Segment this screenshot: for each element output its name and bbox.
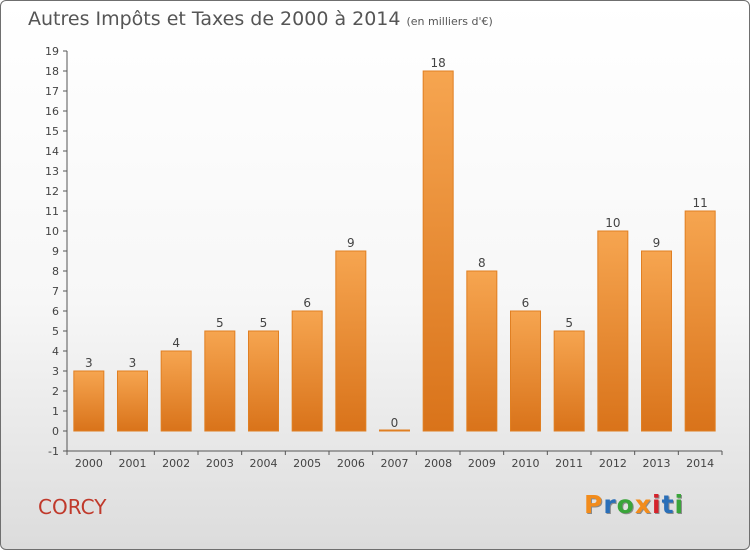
chart-unit: (en milliers d'€) bbox=[406, 15, 493, 28]
proxiti-logo[interactable]: Proxiti bbox=[584, 490, 684, 519]
data-label-2014: 11 bbox=[693, 196, 708, 210]
bar-2009 bbox=[466, 270, 498, 432]
x-tick-label: 2013 bbox=[643, 457, 671, 470]
x-tick-label: 2008 bbox=[424, 457, 452, 470]
bar-2005 bbox=[291, 310, 323, 432]
y-tick-label: 4 bbox=[52, 345, 59, 358]
bar-2001 bbox=[117, 370, 148, 432]
logo-letter: i bbox=[652, 490, 662, 519]
y-tick-label: 15 bbox=[45, 125, 59, 138]
logo-letter: P bbox=[584, 490, 604, 519]
commune-name: CORCY bbox=[38, 495, 107, 519]
x-tick-label: 2004 bbox=[250, 457, 278, 470]
y-tick-label: 2 bbox=[52, 385, 59, 398]
data-labels: 3 3 4 5 5 6 9 0 18 8 6 5 10 9 11 bbox=[85, 56, 708, 430]
x-tick-label: 2001 bbox=[119, 457, 147, 470]
data-label-2007: 0 bbox=[391, 416, 399, 430]
bar-2014 bbox=[684, 210, 716, 432]
y-tick-label: 8 bbox=[52, 265, 59, 278]
logo-letter: t bbox=[661, 490, 675, 519]
data-label-2009: 8 bbox=[478, 256, 486, 270]
bar-2012 bbox=[597, 230, 629, 432]
x-tick-label: 2003 bbox=[206, 457, 234, 470]
y-tick-label: 10 bbox=[45, 225, 59, 238]
y-tick-label: 17 bbox=[45, 85, 59, 98]
y-tick-label: 18 bbox=[45, 65, 59, 78]
logo-letter: x bbox=[634, 490, 652, 519]
y-tick-label: 3 bbox=[52, 365, 59, 378]
data-label-2002: 4 bbox=[172, 336, 180, 350]
data-label-2000: 3 bbox=[85, 356, 93, 370]
y-tick-label: 13 bbox=[45, 165, 59, 178]
logo-letter: o bbox=[616, 490, 635, 519]
x-tick-label: 2007 bbox=[381, 457, 409, 470]
title-text: Autres Impôts et Taxes de 2000 à 2014 bbox=[28, 8, 401, 30]
y-tick-label: 1 bbox=[52, 405, 59, 418]
y-tick-label: 19 bbox=[45, 45, 59, 58]
data-label-2005: 6 bbox=[303, 296, 311, 310]
data-label-2010: 6 bbox=[522, 296, 530, 310]
bar-2007 bbox=[379, 429, 410, 432]
logo-letter: i bbox=[674, 490, 685, 519]
bar-2000 bbox=[73, 370, 105, 432]
data-label-2004: 5 bbox=[260, 316, 268, 330]
x-tick-label: 2002 bbox=[162, 457, 190, 470]
data-label-2011: 5 bbox=[565, 316, 573, 330]
y-tick-label: -1 bbox=[48, 445, 59, 458]
y-tick-label: 7 bbox=[52, 285, 59, 298]
data-label-2003: 5 bbox=[216, 316, 224, 330]
y-tick-label: 5 bbox=[52, 325, 59, 338]
bar-2006 bbox=[335, 250, 367, 432]
data-label-2006: 9 bbox=[347, 236, 355, 250]
bar-2010 bbox=[510, 310, 541, 432]
bar-2004 bbox=[248, 330, 279, 432]
data-label-2013: 9 bbox=[653, 236, 661, 250]
bar-2011 bbox=[553, 330, 585, 432]
y-tick-label: 11 bbox=[45, 205, 59, 218]
data-label-2001: 3 bbox=[129, 356, 137, 370]
data-label-2008: 18 bbox=[431, 56, 446, 70]
data-label-2012: 10 bbox=[605, 216, 620, 230]
x-tick-label: 2000 bbox=[75, 457, 103, 470]
x-tick-label: 2009 bbox=[468, 457, 496, 470]
chart-title: Autres Impôts et Taxes de 2000 à 2014 (en… bbox=[28, 8, 493, 30]
y-tick-label: 12 bbox=[45, 185, 59, 198]
y-tick-label: 16 bbox=[45, 105, 59, 118]
x-tick-label: 2014 bbox=[686, 457, 714, 470]
y-tick-label: 0 bbox=[52, 425, 59, 438]
y-tick-label: 6 bbox=[52, 305, 59, 318]
y-tick-label: 14 bbox=[45, 145, 59, 158]
bar-2013 bbox=[641, 250, 672, 432]
x-tick-label: 2011 bbox=[555, 457, 583, 470]
x-tick-label: 2005 bbox=[293, 457, 321, 470]
bar-2002 bbox=[160, 350, 192, 432]
logo-letter: r bbox=[603, 490, 617, 519]
x-tick-label: 2006 bbox=[337, 457, 365, 470]
x-tick-label: 2012 bbox=[599, 457, 627, 470]
y-tick-label: 9 bbox=[52, 245, 59, 258]
bar-2008 bbox=[422, 70, 454, 432]
bar-series bbox=[73, 70, 716, 432]
x-tick-label: 2010 bbox=[512, 457, 540, 470]
bar-2003 bbox=[204, 330, 236, 432]
